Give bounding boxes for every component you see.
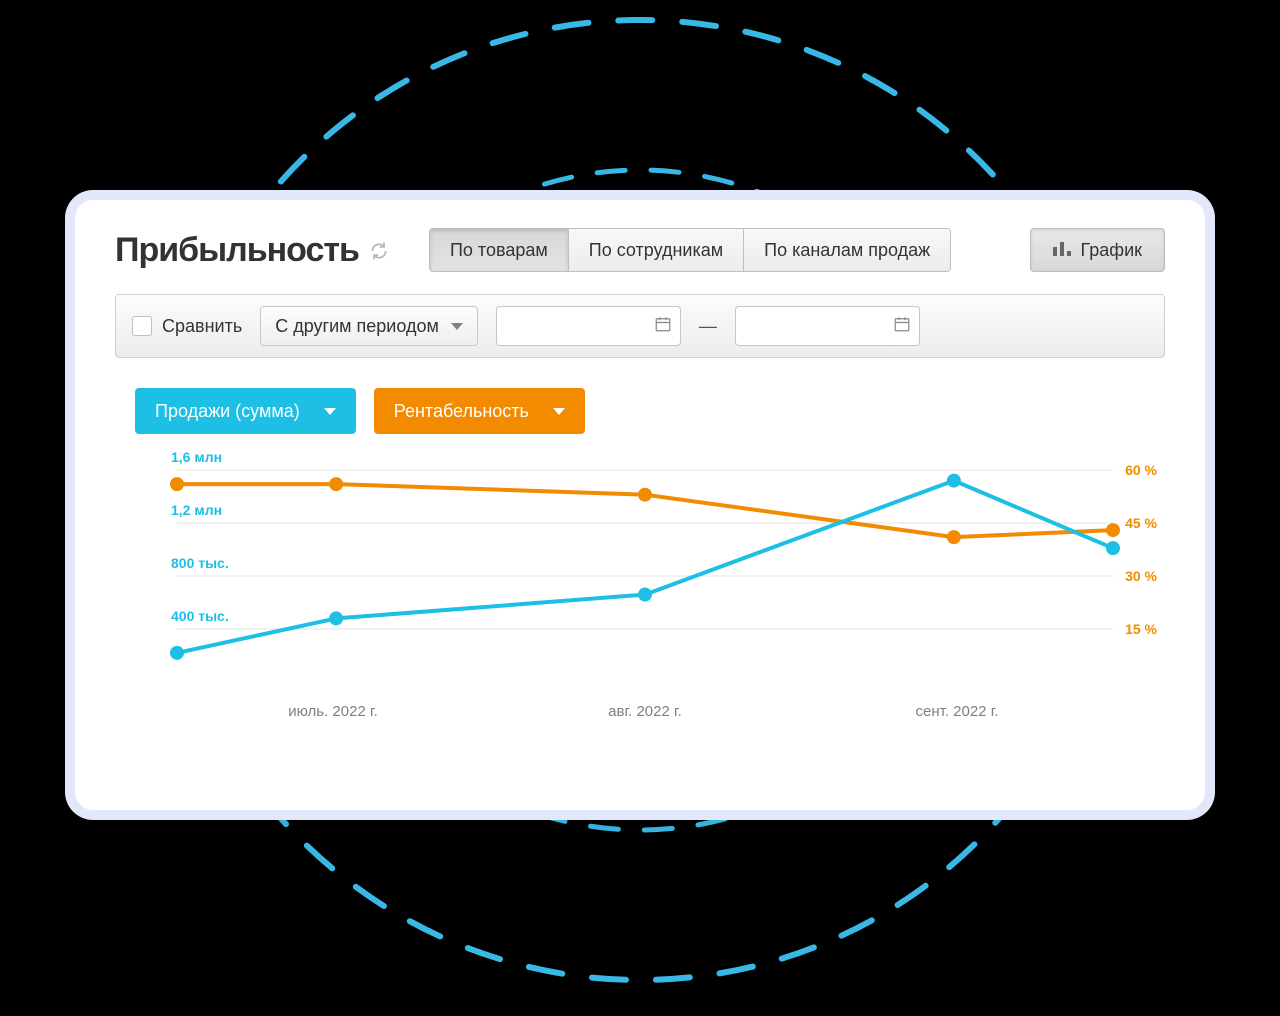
- series-select[interactable]: Рентабельность: [374, 388, 585, 434]
- svg-text:45 %: 45 %: [1125, 515, 1157, 531]
- page-title: Прибыльность: [115, 231, 359, 270]
- svg-text:сент. 2022 г.: сент. 2022 г.: [915, 703, 998, 720]
- chart: 1,6 млн 1,2 млн 800 тыс. 400 тыс. 60 % 45 % 30…: [117, 452, 1163, 732]
- filter-bar: Сравнить С другим периодом —: [115, 294, 1165, 358]
- refresh-icon[interactable]: [369, 241, 389, 266]
- chevron-down-icon: [324, 408, 336, 415]
- svg-text:800 тыс.: 800 тыс.: [171, 555, 229, 571]
- series-selectors: Продажи (сумма) Рентабельность: [75, 358, 1205, 452]
- series-select[interactable]: Продажи (сумма): [135, 388, 356, 434]
- series-label: Рентабельность: [394, 401, 529, 422]
- period-select-label: С другим периодом: [275, 316, 439, 337]
- compare-label-text: Сравнить: [162, 316, 242, 337]
- svg-text:400 тыс.: 400 тыс.: [171, 608, 229, 624]
- svg-text:1,2 млн: 1,2 млн: [171, 502, 222, 518]
- card-header: Прибыльность По товарамПо сотрудникамПо …: [75, 200, 1205, 294]
- date-separator: —: [699, 316, 717, 337]
- compare-checkbox[interactable]: Сравнить: [132, 316, 242, 337]
- svg-text:авг. 2022 г.: авг. 2022 г.: [608, 703, 682, 720]
- chart-toggle-button[interactable]: График: [1030, 228, 1166, 272]
- svg-text:июль. 2022 г.: июль. 2022 г.: [288, 703, 378, 720]
- chevron-down-icon: [553, 408, 565, 415]
- tab-button[interactable]: По сотрудникам: [569, 229, 744, 271]
- svg-text:30 %: 30 %: [1125, 568, 1157, 584]
- report-tabs: По товарамПо сотрудникамПо каналам прода…: [429, 228, 951, 272]
- bars-icon: [1053, 240, 1071, 261]
- calendar-icon: [654, 315, 672, 338]
- svg-text:60 %: 60 %: [1125, 462, 1157, 478]
- series-label: Продажи (сумма): [155, 401, 300, 422]
- date-from-input[interactable]: [496, 306, 681, 346]
- report-card: Прибыльность По товарамПо сотрудникамПо …: [75, 200, 1205, 810]
- date-to-input[interactable]: [735, 306, 920, 346]
- svg-text:15 %: 15 %: [1125, 621, 1157, 637]
- chart-toggle-label: График: [1081, 240, 1143, 261]
- period-select[interactable]: С другим периодом: [260, 306, 478, 346]
- chevron-down-icon: [451, 323, 463, 330]
- checkbox-icon: [132, 316, 152, 336]
- svg-text:1,6 млн: 1,6 млн: [171, 452, 222, 465]
- tab-button[interactable]: По каналам продаж: [744, 229, 950, 271]
- tab-button[interactable]: По товарам: [430, 229, 569, 271]
- calendar-icon: [893, 315, 911, 338]
